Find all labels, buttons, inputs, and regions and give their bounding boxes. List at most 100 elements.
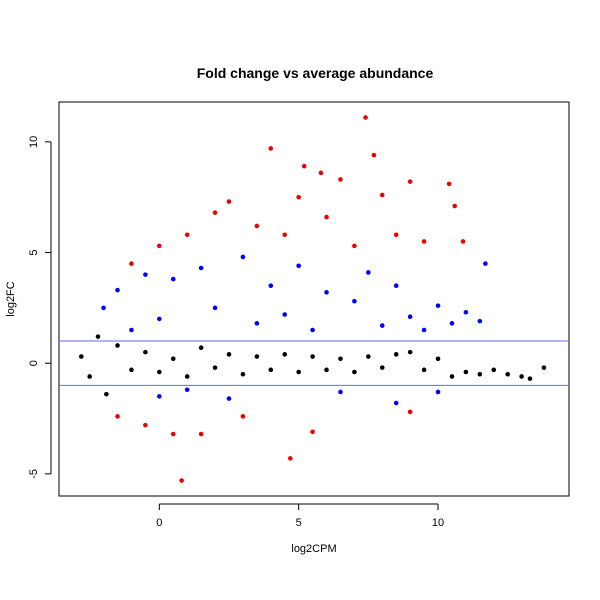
data-point-0-1 <box>87 374 92 379</box>
data-point-1-12 <box>254 321 260 326</box>
plot-area-frame <box>58 101 570 497</box>
data-point-2-26 <box>421 239 427 244</box>
data-point-1-13 <box>268 283 274 289</box>
data-point-2-24 <box>393 232 399 238</box>
data-point-0-15 <box>268 367 274 373</box>
data-point-1-9 <box>212 305 218 311</box>
data-point-1-3 <box>143 272 148 277</box>
data-point-1-24 <box>421 327 427 333</box>
data-point-1-16 <box>310 327 315 333</box>
data-point-1-26 <box>449 321 455 326</box>
data-point-2-11 <box>254 223 260 229</box>
data-point-0-32 <box>505 371 510 377</box>
data-point-1-6 <box>170 276 176 282</box>
data-point-1-4 <box>157 316 162 322</box>
data-point-1-10 <box>226 396 232 401</box>
data-point-2-22 <box>371 152 377 158</box>
data-point-2-13 <box>282 232 288 238</box>
y-axis: -5 0 5 10 <box>28 136 52 479</box>
y-tick-label-0: -5 <box>28 469 40 479</box>
data-point-2-27 <box>446 181 452 187</box>
data-point-0-12 <box>226 352 232 357</box>
data-point-2-2 <box>143 422 148 428</box>
data-point-0-6 <box>143 349 148 355</box>
chart-title: Fold change vs average abundance <box>197 65 434 81</box>
data-point-1-17 <box>324 290 329 295</box>
data-point-1-8 <box>198 265 204 271</box>
data-point-1-30 <box>435 389 441 395</box>
data-point-1-23 <box>407 314 413 320</box>
data-point-2-23 <box>379 192 385 198</box>
data-point-0-16 <box>282 352 288 357</box>
data-point-2-10 <box>240 414 246 419</box>
data-point-1-27 <box>463 309 469 315</box>
data-point-2-1 <box>129 261 134 266</box>
data-point-2-9 <box>226 199 232 204</box>
data-point-2-17 <box>318 170 324 176</box>
data-point-0-30 <box>477 371 483 377</box>
data-point-0-34 <box>527 376 533 381</box>
data-point-0-11 <box>212 365 218 370</box>
data-point-1-15 <box>296 263 301 269</box>
data-point-2-29 <box>460 239 466 244</box>
x-tick-label-2: 10 <box>432 517 444 529</box>
data-point-2-16 <box>310 429 315 435</box>
data-point-0-26 <box>421 367 427 373</box>
data-point-0-8 <box>170 356 176 362</box>
data-point-2-5 <box>179 478 184 483</box>
data-point-2-28 <box>452 203 458 209</box>
data-point-0-14 <box>254 354 260 359</box>
data-point-1-29 <box>483 261 488 266</box>
y-tick-label-3: 10 <box>28 136 40 148</box>
data-point-1-0 <box>101 305 106 311</box>
data-point-0-22 <box>366 354 371 359</box>
data-point-0-18 <box>310 354 315 359</box>
data-point-1-21 <box>379 323 385 328</box>
data-point-0-24 <box>393 352 399 357</box>
data-point-1-5 <box>157 394 162 399</box>
y-tick-label-1: 0 <box>28 360 40 366</box>
data-point-1-7 <box>184 387 190 393</box>
data-point-2-7 <box>198 431 204 437</box>
x-tick-label-1: 5 <box>296 517 302 529</box>
data-point-0-33 <box>519 374 524 379</box>
data-points <box>78 115 547 483</box>
data-point-1-20 <box>366 270 371 275</box>
data-point-0-19 <box>324 367 329 373</box>
data-point-2-31 <box>407 409 413 415</box>
data-point-2-30 <box>288 456 293 461</box>
data-point-1-1 <box>115 287 120 293</box>
data-point-0-0 <box>78 354 84 359</box>
data-point-0-7 <box>157 369 162 375</box>
data-point-2-4 <box>170 431 176 437</box>
data-point-2-12 <box>268 146 274 151</box>
data-point-1-18 <box>338 389 343 395</box>
data-point-2-15 <box>301 163 307 169</box>
data-point-0-31 <box>491 367 497 373</box>
data-point-2-20 <box>352 243 357 249</box>
data-point-0-27 <box>435 356 441 362</box>
data-point-0-9 <box>184 374 190 379</box>
data-point-0-3 <box>104 391 109 397</box>
data-point-1-31 <box>393 400 399 406</box>
data-point-2-18 <box>324 214 329 220</box>
data-point-0-13 <box>240 371 246 377</box>
data-point-0-20 <box>338 356 343 362</box>
data-point-2-14 <box>296 194 301 200</box>
data-point-0-25 <box>407 349 413 355</box>
data-point-0-35 <box>541 365 547 370</box>
data-point-0-2 <box>95 334 101 339</box>
data-point-2-21 <box>363 115 368 120</box>
data-point-1-14 <box>282 312 288 317</box>
data-point-0-29 <box>463 369 469 375</box>
data-point-1-11 <box>240 254 246 260</box>
data-point-0-4 <box>115 343 120 348</box>
data-point-2-19 <box>338 177 343 182</box>
x-axis: 0 5 10 <box>156 503 444 529</box>
y-axis-label: log2FC <box>5 281 17 317</box>
data-point-2-6 <box>184 232 190 238</box>
x-axis-label: log2CPM <box>291 543 336 555</box>
data-point-1-2 <box>129 327 134 333</box>
data-point-1-25 <box>435 303 441 308</box>
